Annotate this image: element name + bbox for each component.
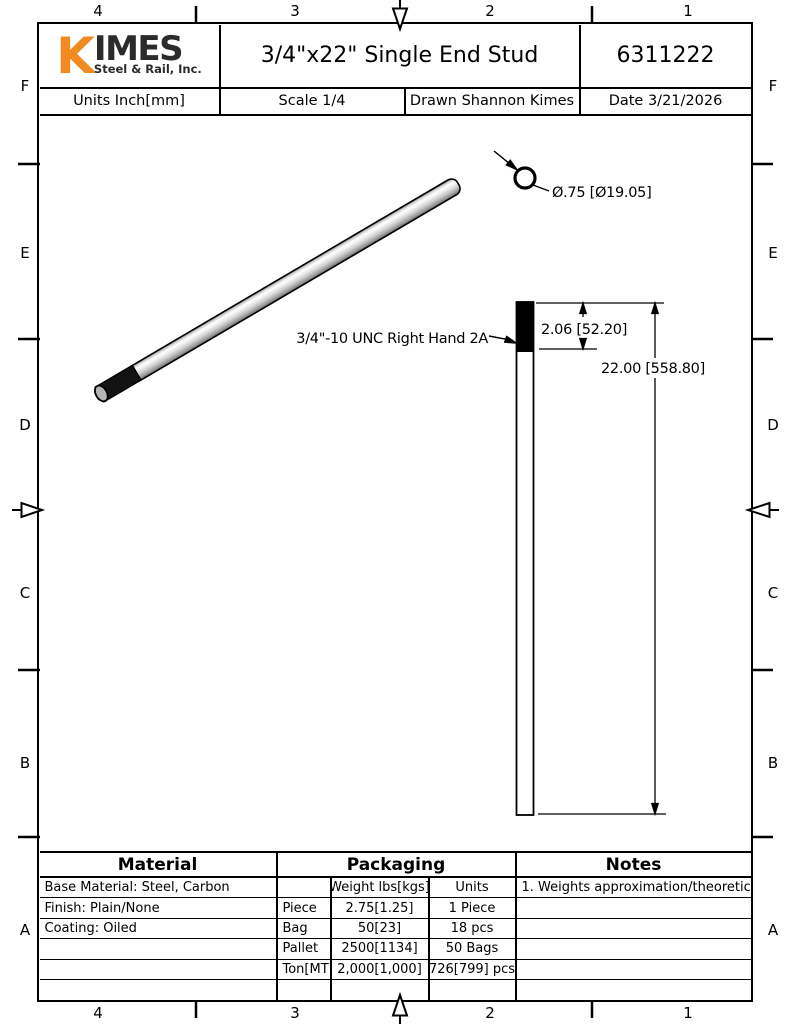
packaging-units: 18 pcs — [429, 918, 517, 940]
zone-letter-left-d: D — [19, 416, 31, 434]
zone-letter-right-e: E — [768, 244, 778, 262]
logo-imes-letters: IMES — [93, 28, 184, 69]
zone-letter-left-f: F — [20, 77, 30, 95]
material-row — [39, 959, 278, 980]
packaging-header: Packaging — [277, 853, 517, 878]
material-header: Material — [39, 853, 278, 878]
packaging-weight: 50[23] — [331, 918, 430, 940]
logo-tagline: Steel & Rail, Inc. — [93, 61, 202, 76]
packaging-label: Piece — [277, 898, 332, 919]
packaging-units — [430, 979, 517, 1001]
packaging-weight: 2,000[1,000] — [331, 959, 430, 980]
zone-number-top-1: 1 — [683, 2, 693, 20]
zone-letter-left-c: C — [19, 584, 31, 602]
packaging-label — [277, 878, 332, 899]
zone-number-top-3: 3 — [290, 2, 300, 20]
zone-number-top-4: 4 — [93, 2, 103, 20]
zone-letter-right-d: D — [767, 416, 779, 434]
packaging-weight: 2.75[1.25] — [331, 898, 430, 919]
material-row — [39, 939, 278, 960]
packaging-weight: 2500[1134] — [331, 939, 430, 960]
logo-k-letter: K — [56, 26, 95, 85]
packaging-label: Bag — [277, 918, 332, 940]
zone-letter-right-f: F — [768, 77, 778, 95]
notes-row — [516, 919, 751, 940]
packaging-weight — [332, 979, 430, 1001]
notes-header: Notes — [516, 853, 751, 878]
notes-row: 1. Weights approximation/theoretical. — [516, 878, 751, 899]
zone-letter-right-a: A — [767, 921, 779, 939]
zone-number-bottom-2: 2 — [485, 1004, 495, 1022]
kimes-logo: K IMES Steel & Rail, Inc. — [56, 26, 202, 85]
zone-number-bottom-1: 1 — [683, 1004, 693, 1022]
material-row: Base Material: Steel, Carbon — [39, 878, 278, 899]
logo-cell: K IMES Steel & Rail, Inc. — [39, 24, 221, 89]
notes-row — [516, 939, 751, 960]
units-cell: Units Inch[mm] — [39, 88, 221, 116]
material-row — [40, 979, 278, 1001]
zone-letter-right-c: C — [767, 584, 779, 602]
title-block: K IMES Steel & Rail, Inc. 3/4"x22" Singl… — [39, 24, 751, 116]
packaging-label: Pallet — [277, 939, 332, 960]
date-cell: Date 3/21/2026 — [580, 89, 751, 116]
zone-number-bottom-4: 4 — [93, 1004, 103, 1022]
notes-row — [517, 980, 751, 1000]
packaging-units-col-header: Units — [429, 878, 517, 899]
zone-number-bottom-3: 3 — [290, 1004, 300, 1022]
spec-table: Material Packaging Notes Base Material: … — [39, 851, 751, 1002]
packaging-units: 50 Bags — [429, 939, 517, 960]
packaging-units: 726[799] pcs — [429, 959, 517, 980]
packaging-label — [278, 979, 332, 1001]
drawn-by-cell: Drawn Shannon Kimes — [405, 88, 581, 116]
material-row: Finish: Plain/None — [39, 898, 278, 919]
part-number: 6311222 — [580, 25, 751, 89]
zone-number-top-2: 2 — [485, 2, 495, 20]
notes-row — [516, 898, 751, 919]
zone-letter-left-a: A — [19, 921, 31, 939]
zone-letter-left-e: E — [20, 244, 30, 262]
drawing-title: 3/4"x22" Single End Stud — [220, 24, 581, 89]
packaging-label: Ton[MT] — [277, 959, 332, 980]
material-row: Coating: Oiled — [39, 918, 278, 940]
scale-cell: Scale 1/4 — [220, 88, 406, 116]
notes-row — [516, 960, 751, 980]
packaging-weight-col-header: Weight lbs[kgs] — [331, 878, 430, 899]
zone-letter-left-b: B — [19, 754, 31, 772]
zone-letter-right-b: B — [767, 754, 779, 772]
packaging-units: 1 Piece — [429, 898, 517, 919]
